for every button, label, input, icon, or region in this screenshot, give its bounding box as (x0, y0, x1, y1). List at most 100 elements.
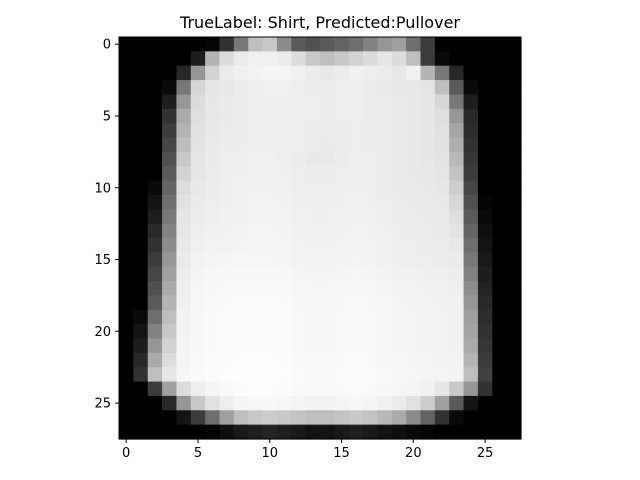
pixel-cell (506, 281, 522, 297)
pixel-cell (248, 194, 264, 210)
x-tick-label: 25 (477, 446, 494, 461)
pixel-cell (334, 123, 350, 139)
pixel-cell (119, 80, 134, 96)
pixel-cell (363, 352, 379, 368)
pixel-cell (320, 367, 335, 383)
pixel-cell (406, 80, 422, 96)
pixel-cell (506, 166, 522, 182)
pixel-cell (348, 309, 364, 325)
pixel-cell (506, 65, 522, 81)
pixel-cell (449, 137, 465, 153)
pixel-cell (449, 223, 465, 239)
pixel-cell (176, 395, 192, 411)
pixel-cell (305, 252, 321, 268)
pixel-cell (348, 151, 364, 167)
pixel-cell (506, 209, 522, 225)
pixel-cell (434, 137, 450, 153)
pixel-cell (133, 80, 149, 96)
pixel-cell (363, 194, 379, 210)
pixel-cell (391, 252, 407, 268)
pixel-cell (477, 151, 493, 167)
pixel-cell (334, 266, 350, 282)
pixel-cell (276, 151, 292, 167)
pixel-cell (219, 37, 235, 52)
pixel-cell (320, 324, 335, 340)
pixel-cell (205, 37, 221, 52)
pixel-cell (147, 338, 163, 354)
pixel-cell (176, 51, 192, 67)
pixel-cell (305, 108, 321, 124)
pixel-cell (133, 281, 149, 297)
pixel-cell (477, 166, 493, 182)
pixel-cell (233, 424, 249, 440)
pixel-cell (506, 80, 522, 96)
pixel-cell (391, 108, 407, 124)
pixel-cell (420, 309, 436, 325)
pixel-cell (133, 51, 149, 67)
pixel-cell (305, 309, 321, 325)
pixel-cell (377, 367, 393, 383)
pixel-cell (320, 180, 335, 196)
pixel-cell (162, 281, 178, 297)
pixel-cell (492, 424, 508, 440)
pixel-cell (377, 324, 393, 340)
pixel-cell (248, 281, 264, 297)
pixel-cell (176, 166, 192, 182)
pixel-cell (233, 209, 249, 225)
pixel-cell (176, 209, 192, 225)
pixel-cell (406, 309, 422, 325)
pixel-cell (205, 123, 221, 139)
pixel-cell (233, 137, 249, 153)
pixel-cell (205, 395, 221, 411)
pixel-cell (162, 223, 178, 239)
pixel-cell (162, 123, 178, 139)
pixel-cell (233, 80, 249, 96)
pixel-cell (147, 37, 163, 52)
pixel-cell (147, 252, 163, 268)
pixel-cell (348, 108, 364, 124)
pixel-cell (377, 309, 393, 325)
pixel-cell (133, 166, 149, 182)
pixel-cell (205, 51, 221, 67)
pixel-cell (363, 108, 379, 124)
pixel-cell (133, 180, 149, 196)
pixel-cell (176, 94, 192, 110)
pixel-cell (320, 352, 335, 368)
pixel-cell (463, 395, 479, 411)
pixel-cell (363, 424, 379, 440)
pixel-cell (492, 194, 508, 210)
pixel-cell (363, 51, 379, 67)
pixel-cell (348, 194, 364, 210)
pixel-cell (420, 352, 436, 368)
pixel-cell (205, 295, 221, 311)
pixel-cell (477, 137, 493, 153)
pixel-cell (449, 151, 465, 167)
pixel-cell (492, 209, 508, 225)
pixel-cell (463, 324, 479, 340)
pixel-cell (190, 381, 206, 397)
pixel-cell (291, 108, 307, 124)
pixel-cell (449, 80, 465, 96)
pixel-cell (391, 180, 407, 196)
pixel-cell (463, 352, 479, 368)
pixel-cell (406, 424, 422, 440)
pixel-cell (506, 123, 522, 139)
pixel-cell (334, 281, 350, 297)
pixel-cell (262, 51, 278, 67)
pixel-cell (190, 395, 206, 411)
pixel-cell (248, 166, 264, 182)
pixel-cell (133, 309, 149, 325)
pixel-cell (391, 266, 407, 282)
pixel-cell (492, 266, 508, 282)
pixel-cell (119, 194, 134, 210)
pixel-cell (406, 252, 422, 268)
pixel-cell (320, 37, 335, 52)
y-tick-label: 5 (103, 109, 111, 124)
pixel-cell (176, 123, 192, 139)
pixel-cell (477, 238, 493, 253)
pixel-cell (391, 309, 407, 325)
pixel-cell (276, 381, 292, 397)
pixel-cell (348, 51, 364, 67)
pixel-cell (262, 108, 278, 124)
pixel-cell (434, 108, 450, 124)
